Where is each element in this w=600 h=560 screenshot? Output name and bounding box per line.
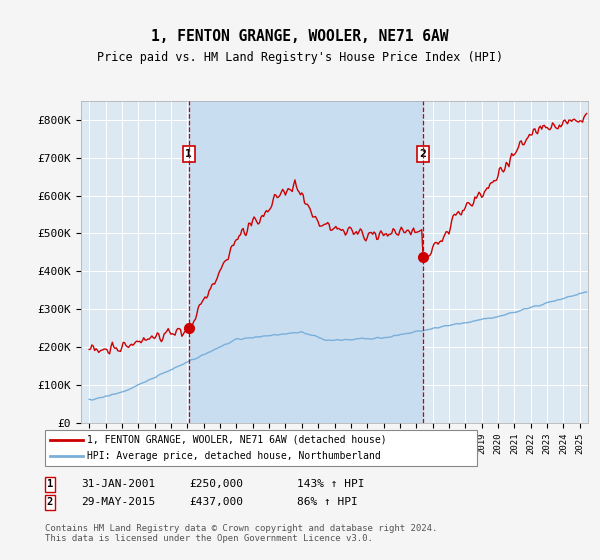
Text: 143% ↑ HPI: 143% ↑ HPI — [297, 479, 365, 489]
Text: 86% ↑ HPI: 86% ↑ HPI — [297, 497, 358, 507]
Text: 31-JAN-2001: 31-JAN-2001 — [81, 479, 155, 489]
Text: 1, FENTON GRANGE, WOOLER, NE71 6AW: 1, FENTON GRANGE, WOOLER, NE71 6AW — [151, 29, 449, 44]
Text: 2: 2 — [47, 497, 53, 507]
Text: 1, FENTON GRANGE, WOOLER, NE71 6AW (detached house): 1, FENTON GRANGE, WOOLER, NE71 6AW (deta… — [87, 435, 386, 445]
Text: 29-MAY-2015: 29-MAY-2015 — [81, 497, 155, 507]
Text: 1: 1 — [185, 149, 192, 159]
Bar — [188, 101, 423, 423]
Text: Price paid vs. HM Land Registry's House Price Index (HPI): Price paid vs. HM Land Registry's House … — [97, 50, 503, 64]
Text: Contains HM Land Registry data © Crown copyright and database right 2024.
This d: Contains HM Land Registry data © Crown c… — [45, 524, 437, 543]
Text: £250,000: £250,000 — [189, 479, 243, 489]
Text: £437,000: £437,000 — [189, 497, 243, 507]
Text: HPI: Average price, detached house, Northumberland: HPI: Average price, detached house, Nort… — [87, 451, 381, 461]
Text: 2: 2 — [419, 149, 427, 159]
Text: 1: 1 — [47, 479, 53, 489]
